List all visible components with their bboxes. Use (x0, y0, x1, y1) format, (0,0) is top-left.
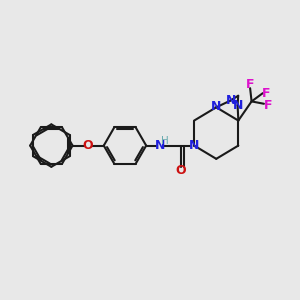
Text: N: N (155, 139, 166, 152)
Text: N: N (189, 139, 200, 152)
Text: F: F (262, 87, 271, 100)
Text: F: F (264, 99, 272, 112)
Text: N: N (211, 100, 221, 113)
Text: O: O (176, 164, 186, 177)
Text: O: O (83, 139, 94, 152)
Text: N: N (233, 99, 243, 112)
Text: F: F (246, 77, 254, 91)
Text: N: N (226, 94, 236, 107)
Text: H: H (161, 136, 169, 146)
